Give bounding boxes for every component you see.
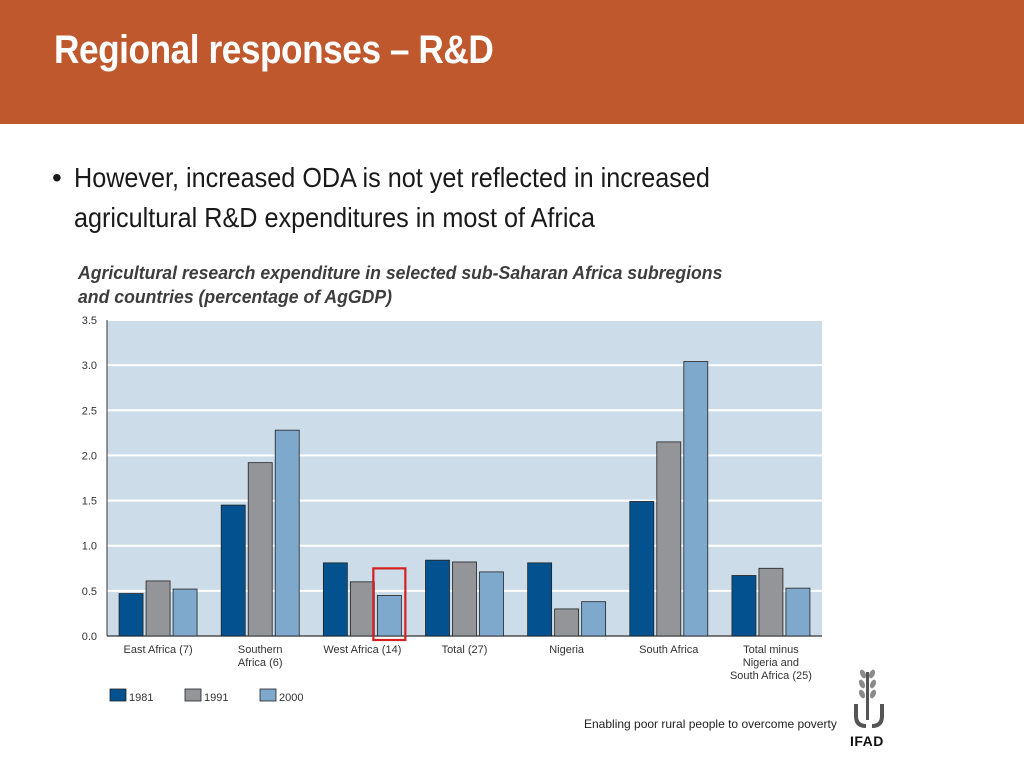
bar-2000 bbox=[172, 588, 198, 637]
bar-2000 bbox=[376, 594, 402, 637]
legend-swatch-1991 bbox=[184, 688, 202, 702]
bar-2000 bbox=[785, 587, 811, 637]
bar-1991 bbox=[656, 441, 682, 637]
footer-tagline: Enabling poor rural people to overcome p… bbox=[584, 717, 837, 731]
bar-1981 bbox=[322, 562, 348, 637]
bar-1991 bbox=[554, 608, 580, 637]
bar-1991 bbox=[247, 462, 273, 637]
x-tick-label: South Africa bbox=[639, 644, 699, 656]
y-tick-label: 0.5 bbox=[82, 586, 97, 598]
y-tick-label: 1.0 bbox=[82, 541, 97, 553]
bar-1991 bbox=[145, 580, 171, 637]
x-tick-label: East Africa (7) bbox=[124, 644, 193, 656]
legend-swatch-1981 bbox=[109, 688, 127, 702]
bar-1981 bbox=[527, 562, 553, 637]
x-tick-label: South Africa (25) bbox=[730, 670, 812, 682]
x-tick-label: Total minus bbox=[743, 644, 799, 656]
bar-1981 bbox=[220, 504, 246, 637]
title-bar bbox=[0, 0, 1024, 124]
bar-1991 bbox=[349, 581, 375, 637]
bar-1981 bbox=[731, 575, 757, 637]
y-tick-label: 2.5 bbox=[82, 405, 97, 417]
x-tick-label: Southern bbox=[238, 644, 283, 656]
x-tick-label: West Africa (14) bbox=[323, 644, 401, 656]
bar-2000 bbox=[479, 571, 504, 637]
y-tick-label: 3.0 bbox=[82, 360, 97, 372]
logo-text: IFAD bbox=[850, 733, 884, 749]
x-tick-label: Nigeria bbox=[549, 644, 585, 656]
bullet-line-2: agricultural R&D expenditures in most of… bbox=[74, 202, 596, 233]
bar-1991 bbox=[758, 567, 784, 637]
x-tick-label: Nigeria and bbox=[743, 657, 799, 669]
legend-label: 2000 bbox=[279, 692, 303, 704]
bullet-marker: • bbox=[52, 162, 62, 193]
bar-2000 bbox=[581, 601, 607, 637]
chart-title-line-1: Agricultural research expenditure in sel… bbox=[78, 263, 723, 283]
slide-title: Regional responses – R&D bbox=[54, 28, 494, 72]
bar-1981 bbox=[118, 593, 144, 637]
ifad-logo-icon bbox=[854, 669, 884, 728]
y-tick-label: 3.5 bbox=[82, 315, 97, 327]
bullet-line-1: However, increased ODA is not yet reflec… bbox=[74, 162, 710, 193]
bar-1981 bbox=[425, 559, 450, 637]
bar-2000 bbox=[683, 361, 709, 637]
legend-label: 1991 bbox=[204, 692, 228, 704]
bar-1991 bbox=[452, 561, 477, 637]
highlight-box bbox=[372, 567, 407, 642]
legend-swatch-2000 bbox=[259, 688, 277, 702]
y-tick-label: 0.0 bbox=[82, 631, 97, 643]
bullet-text: However, increased ODA is not yet reflec… bbox=[74, 158, 848, 238]
x-tick-label: Africa (6) bbox=[238, 657, 283, 669]
bar-2000 bbox=[274, 429, 300, 637]
x-tick-label: Total (27) bbox=[442, 644, 488, 656]
y-tick-label: 2.0 bbox=[82, 450, 97, 462]
legend-label: 1981 bbox=[129, 692, 153, 704]
chart-title: Agricultural research expenditure in sel… bbox=[78, 261, 862, 309]
y-tick-label: 1.5 bbox=[82, 496, 97, 508]
chart-title-line-2: and countries (percentage of AgGDP) bbox=[78, 287, 392, 307]
bar-1981 bbox=[629, 501, 655, 637]
